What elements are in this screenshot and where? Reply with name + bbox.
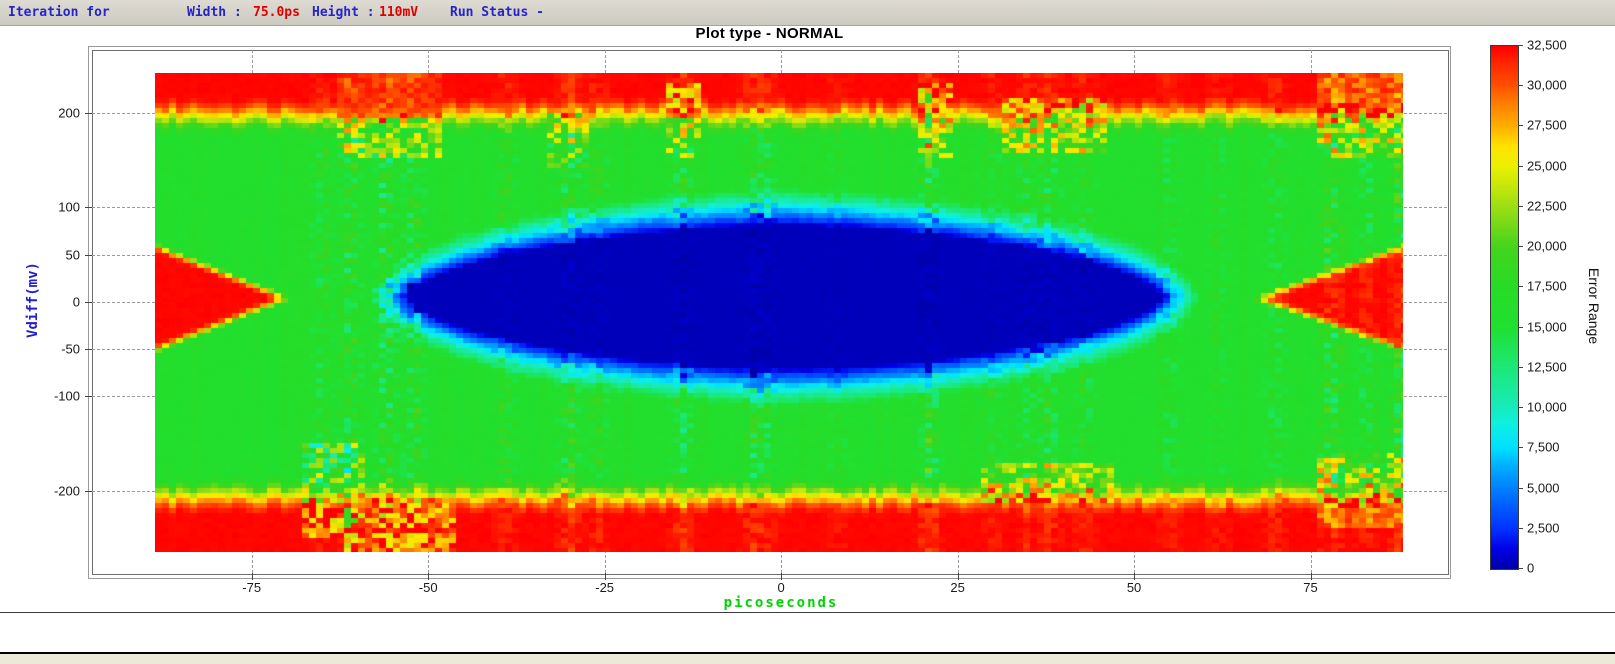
colorbar-tick-label: 25,000	[1527, 158, 1567, 174]
x-tick-label: 75	[1303, 580, 1318, 595]
run-status-label: Run Status -	[450, 5, 544, 20]
colorbar-tick-label: 12,500	[1527, 359, 1567, 375]
colorbar-tick	[1518, 568, 1523, 569]
y-tick	[85, 396, 92, 398]
colorbar-tick	[1518, 326, 1523, 328]
top-toolbar: Iteration for Width : 75.0ps Height : 11…	[0, 0, 1615, 26]
colorbar-tick	[1518, 407, 1523, 409]
colorbar-tick-label: 32,500	[1527, 37, 1567, 53]
x-tick	[428, 573, 430, 580]
button-bar: Save waveform Toggle Plot Type	[0, 613, 1615, 652]
footer-separator	[0, 612, 1615, 613]
y-tick-label: -50	[61, 341, 80, 357]
x-tick-label: 25	[950, 580, 965, 595]
y-tick-label: 50	[65, 247, 80, 263]
plot-title: Plot type - NORMAL	[695, 25, 844, 42]
colorbar-tick-label: 2,500	[1527, 520, 1560, 536]
colorbar-tick-label: 0	[1527, 560, 1535, 576]
colorbar-tick	[1518, 527, 1523, 529]
y-tick-label: 100	[58, 199, 80, 215]
x-tick	[251, 573, 253, 580]
colorbar-tick-label: 10,000	[1527, 399, 1567, 415]
x-tick-label: -25	[595, 580, 615, 595]
y-tick-label: -200	[53, 483, 80, 499]
colorbar	[1490, 45, 1519, 570]
x-tick-label: -75	[242, 580, 262, 595]
x-tick-label: -50	[418, 580, 438, 595]
colorbar-tick	[1518, 205, 1523, 207]
y-tick	[85, 301, 92, 303]
y-axis-title: Vdiff(mv)	[25, 262, 41, 338]
width-label: Width :	[187, 5, 242, 20]
y-tick-label: 200	[58, 105, 80, 121]
colorbar-tick-label: 7,500	[1527, 439, 1560, 455]
colorbar-tick	[1518, 125, 1523, 127]
eye-diagram-heatmap	[155, 73, 1403, 552]
bottom-strip	[0, 654, 1615, 664]
y-tick	[85, 254, 92, 256]
y-tick	[85, 207, 92, 209]
colorbar-tick-label: 20,000	[1527, 238, 1567, 254]
y-tick	[85, 349, 92, 351]
y-tick	[85, 490, 92, 492]
colorbar-tick-label: 17,500	[1527, 278, 1567, 294]
colorbar-tick-label: 22,500	[1527, 198, 1567, 214]
colorbar-tick	[1518, 286, 1523, 288]
colorbar-tick	[1518, 246, 1523, 248]
x-tick-label: 0	[777, 580, 785, 595]
colorbar-tick	[1518, 45, 1523, 46]
colorbar-tick	[1518, 165, 1523, 167]
colorbar-tick-label: 30,000	[1527, 77, 1567, 93]
x-tick-label: 50	[1126, 580, 1142, 595]
y-tick-label: -100	[53, 388, 80, 404]
x-axis-title: picoseconds	[723, 595, 839, 611]
x-tick	[957, 573, 959, 580]
colorbar-tick	[1518, 447, 1523, 449]
width-value: 75.0ps	[253, 5, 300, 20]
x-tick	[781, 573, 783, 580]
colorbar-tick	[1518, 487, 1523, 489]
colorbar-title: Error Range	[1586, 267, 1602, 345]
colorbar-tick-label: 15,000	[1527, 319, 1567, 335]
colorbar-tick	[1518, 366, 1523, 368]
x-tick	[1310, 573, 1312, 580]
x-tick	[1134, 573, 1136, 580]
colorbar-tick-label: 5,000	[1527, 480, 1560, 496]
height-label: Height :	[312, 5, 375, 20]
y-tick-label: 0	[72, 294, 80, 310]
bottom-divider	[0, 652, 1615, 654]
height-value: 110mV	[379, 5, 419, 20]
y-tick	[85, 112, 92, 114]
colorbar-tick	[1518, 85, 1523, 87]
iteration-label: Iteration for	[8, 5, 110, 20]
colorbar-tick-label: 27,500	[1527, 117, 1567, 133]
x-tick	[604, 573, 606, 580]
